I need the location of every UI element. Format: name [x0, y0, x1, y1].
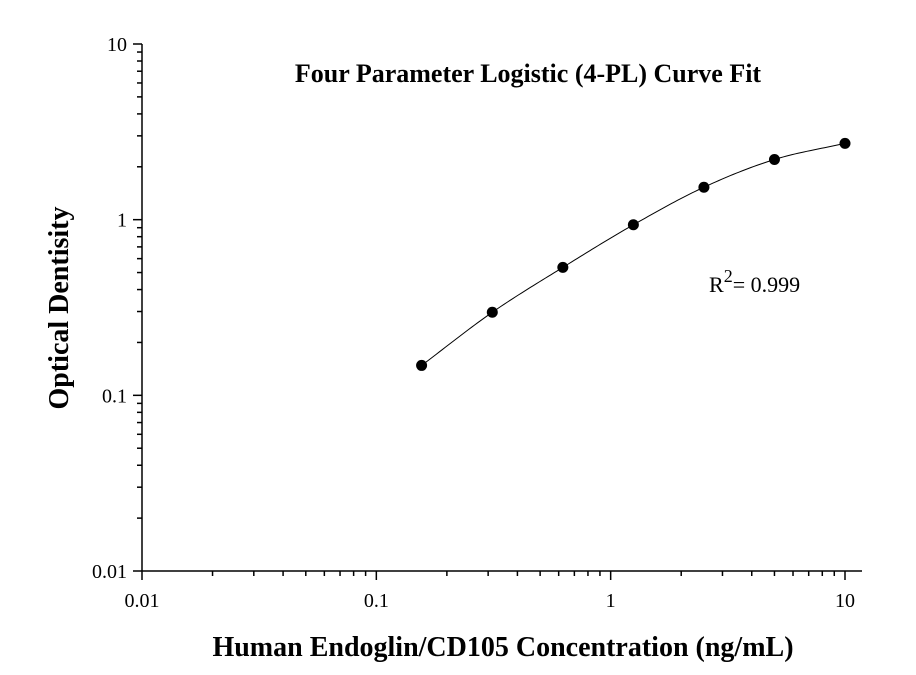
- r-squared-prefix: R: [709, 272, 724, 297]
- y-tick-label: 1: [117, 210, 127, 232]
- r-squared-annotation: R2= 0.999: [709, 266, 800, 297]
- x-tick-label: 1: [606, 590, 616, 612]
- tick-labels: 0.01 0.01 0.1 0.1 1 1 10 10: [92, 34, 855, 612]
- y-tick-label: 10: [107, 34, 127, 56]
- r-squared-superscript: 2: [724, 266, 733, 286]
- r-squared-value: = 0.999: [733, 272, 800, 297]
- data-point: [486, 306, 498, 318]
- data-point: [557, 261, 569, 273]
- chart-title: Four Parameter Logistic (4-PL) Curve Fit: [295, 59, 762, 88]
- data-points: [416, 137, 851, 371]
- fit-curve: [421, 142, 846, 366]
- y-tick-label: 0.01: [92, 561, 127, 583]
- x-tick-label: 10: [835, 590, 855, 612]
- data-point: [698, 181, 710, 193]
- axis-ticks: [133, 43, 846, 580]
- x-tick-label: 0.1: [364, 590, 389, 612]
- x-tick-label: 0.01: [125, 590, 160, 612]
- y-tick-label: 0.1: [102, 385, 127, 407]
- x-axis-label: Human Endoglin/CD105 Concentration (ng/m…: [212, 632, 793, 663]
- y-axis-label: Optical Dentisity: [44, 207, 75, 410]
- data-point: [768, 154, 780, 166]
- data-point: [416, 359, 428, 371]
- data-point: [627, 219, 639, 231]
- data-point: [839, 137, 851, 149]
